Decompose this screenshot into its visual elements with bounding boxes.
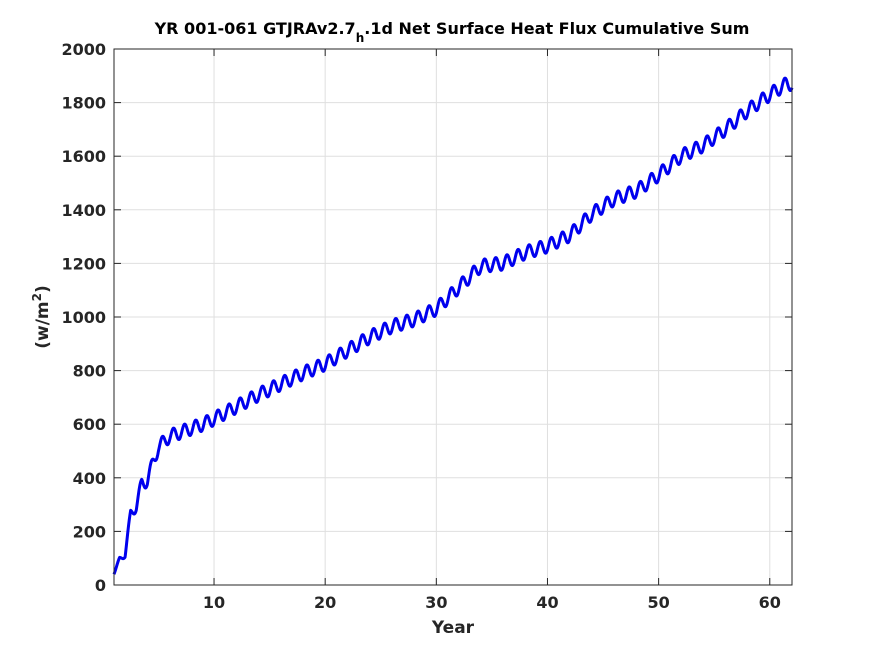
chart-title: YR 001-061 GTJRAv2.7h.1d Net Surface Hea… (154, 19, 750, 45)
y-tick-label: 1000 (61, 308, 106, 327)
y-tick-labels: 0 200 400 600 800 1000 1200 1400 1600 1800 2000 (61, 40, 106, 595)
x-tick-label: 50 (647, 593, 669, 612)
series-layer (112, 76, 794, 575)
chart-title-rest: .1d Net Surface Heat Flux Cumulative Sum (364, 19, 749, 38)
y-tick-label: 400 (73, 469, 106, 488)
series-line-0 (112, 76, 794, 575)
x-tick-labels: 10 20 30 40 50 60 (203, 593, 781, 612)
y-axis-label-superscript: 2 (30, 293, 44, 301)
y-tick-label: 1800 (61, 94, 106, 113)
x-tick-label: 20 (314, 593, 336, 612)
x-axis-label: Year (431, 618, 475, 638)
x-tick-label: 60 (759, 593, 781, 612)
y-tick-label: 2000 (61, 40, 106, 59)
y-axis-label-main: (w/m (33, 301, 53, 348)
y-tick-label: 1400 (61, 201, 106, 220)
y-axis-label-close: ) (33, 285, 53, 293)
x-tick-label: 10 (203, 593, 225, 612)
y-axis-label: (w/m2) (30, 285, 53, 349)
tick-marks (114, 48, 792, 586)
chart-title-main: YR 001-061 GTJRAv2.7 (154, 19, 356, 38)
chart-title-subscript: h (356, 31, 365, 45)
y-tick-label: 1600 (61, 147, 106, 166)
y-tick-label: 1200 (61, 254, 106, 273)
y-tick-label: 600 (73, 415, 106, 434)
x-tick-label: 40 (536, 593, 558, 612)
y-tick-label: 800 (73, 362, 106, 381)
y-tick-label: 0 (95, 576, 106, 595)
x-tick-label: 30 (425, 593, 447, 612)
y-tick-label: 200 (73, 522, 106, 541)
